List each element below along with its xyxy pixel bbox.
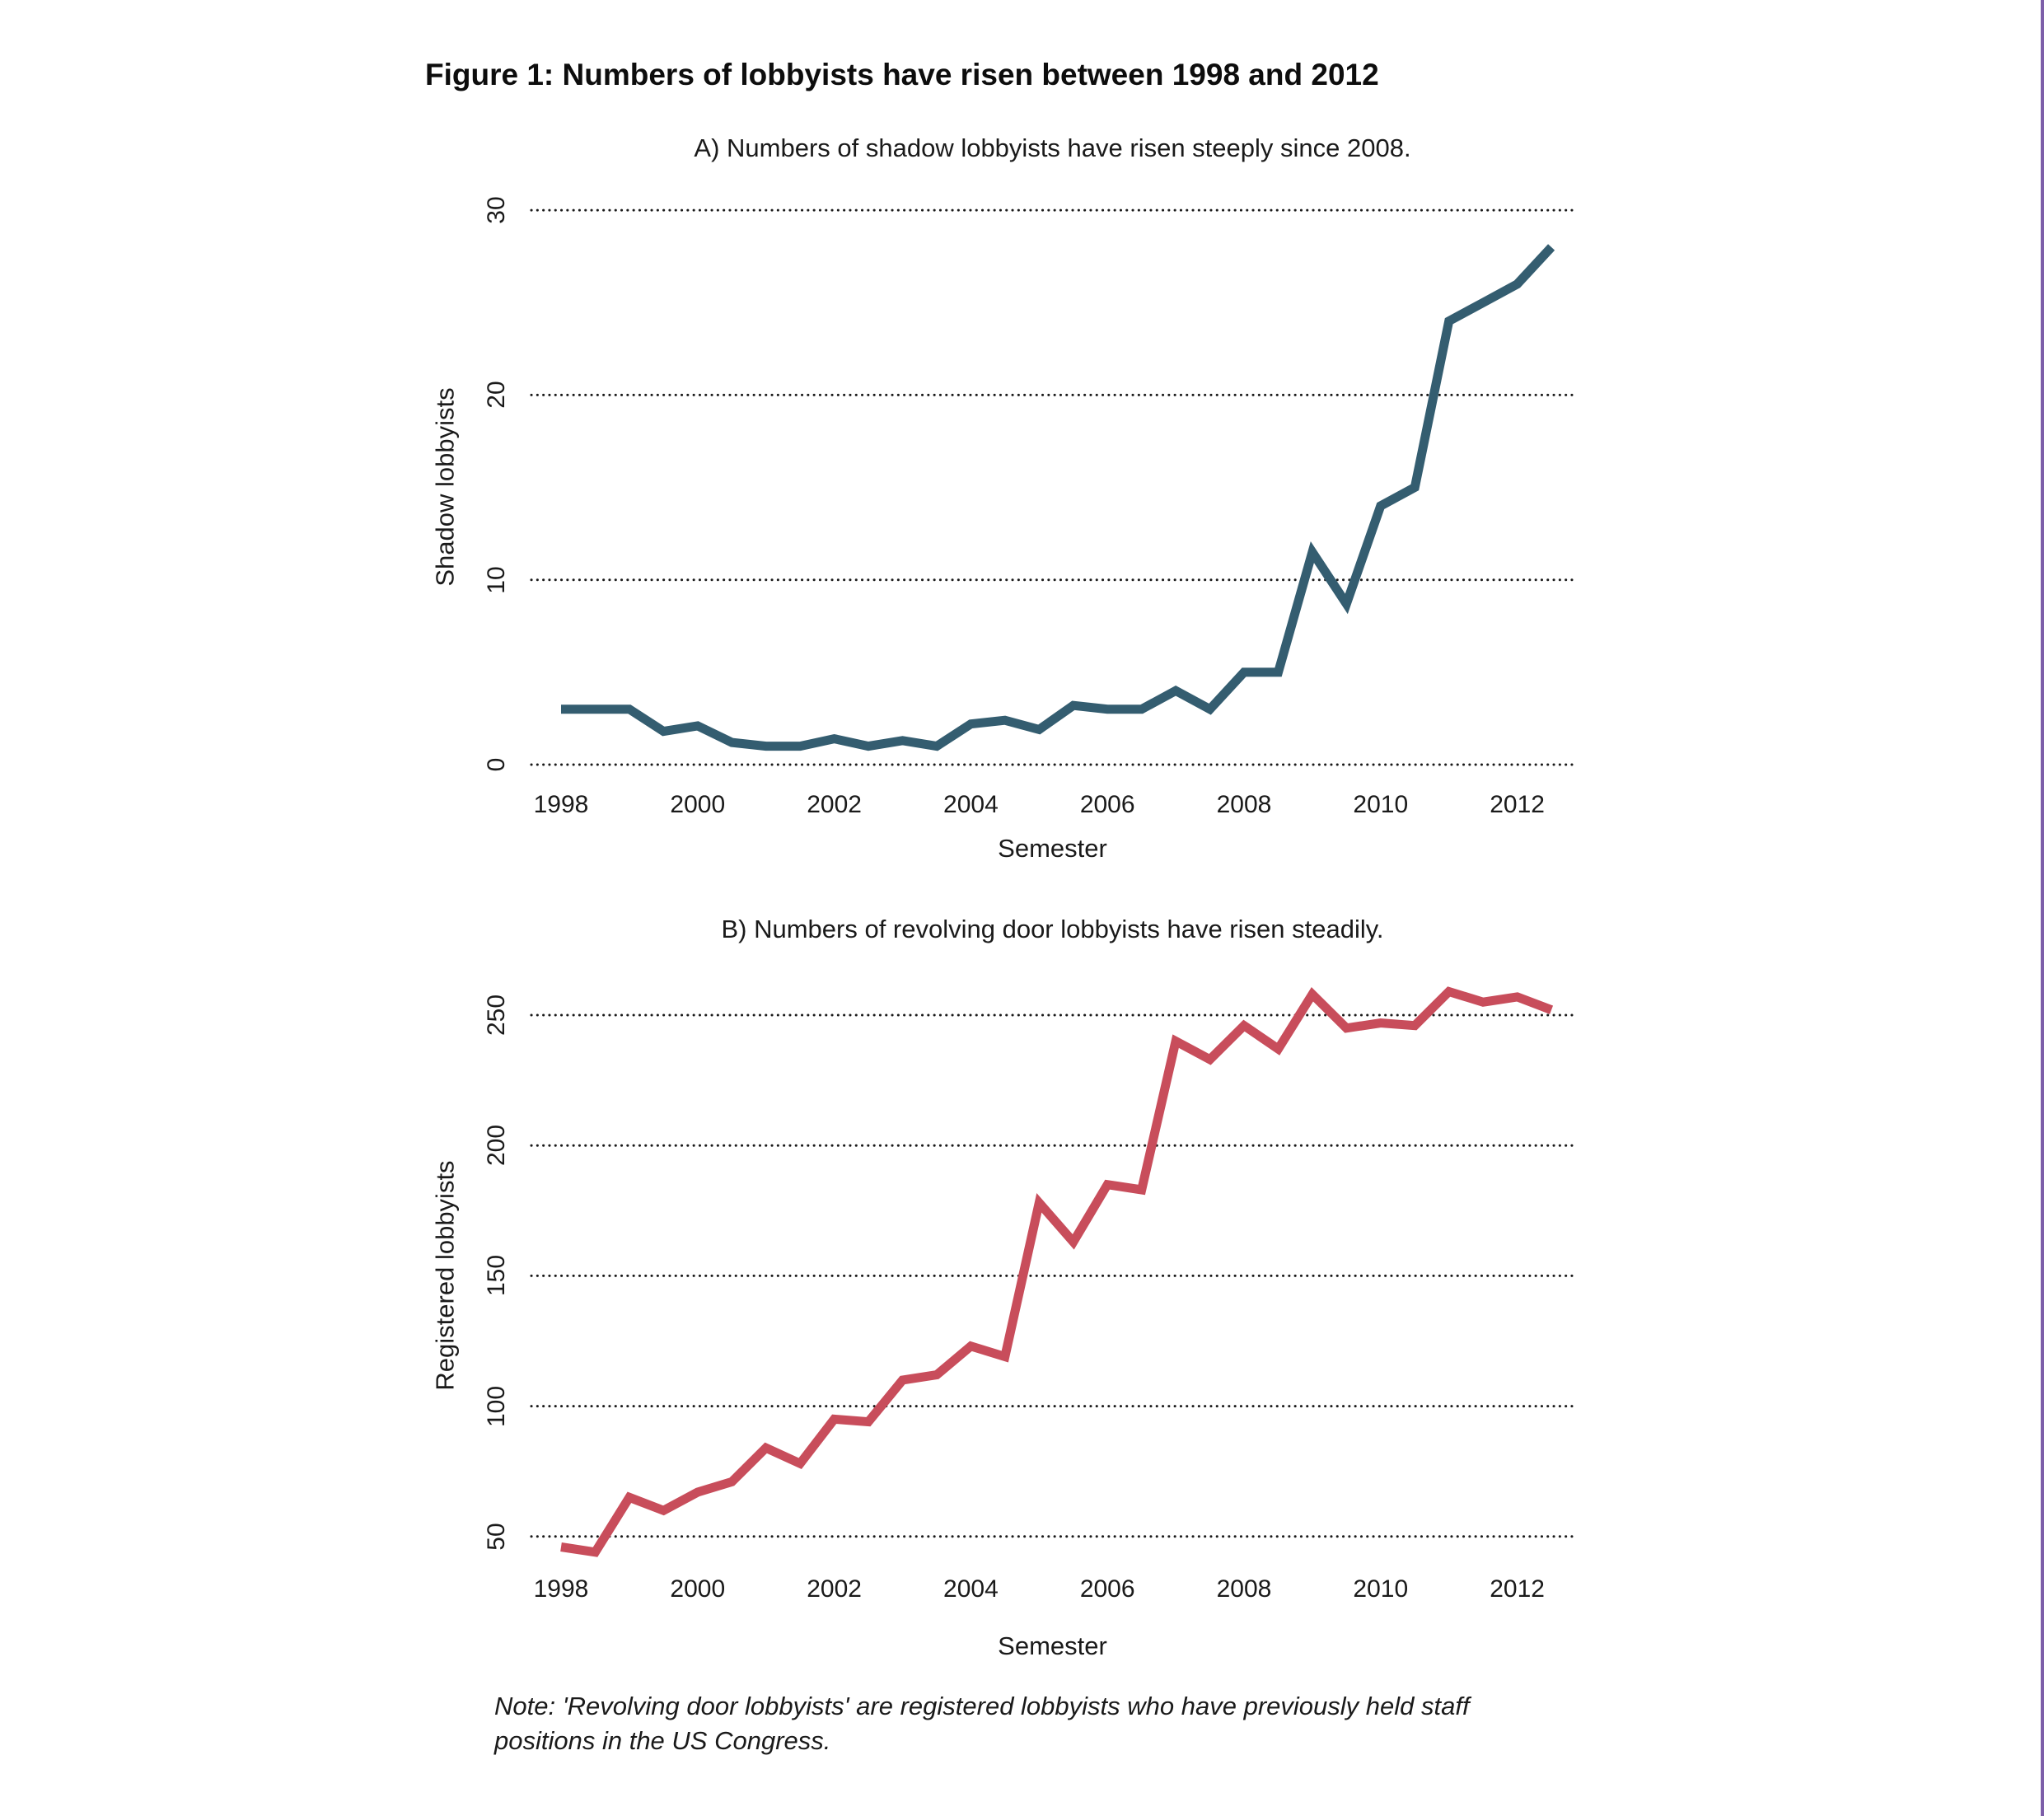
panel-a-ytick-label-20: 20 (483, 381, 510, 410)
shadow-lobbyists-line (561, 244, 1555, 751)
panel-b-ytick-label-250: 250 (483, 994, 510, 1037)
panel-b-xtick-label-1998: 1998 (533, 1575, 589, 1603)
panel-b-ytick-label-200: 200 (483, 1125, 510, 1167)
figure-note-line-1: Note: 'Revolving door lobbyists' are reg… (494, 1692, 1470, 1720)
panel-b-xtick-label-2008: 2008 (1216, 1575, 1272, 1603)
panel-a-xtick-label-2006: 2006 (1079, 791, 1135, 818)
panel-a-xtick-label-2010: 2010 (1353, 791, 1409, 818)
panel-b-xtick-label-2006: 2006 (1079, 1575, 1135, 1603)
panel-b-ytick-label-50: 50 (483, 1523, 510, 1551)
page-right-border (2041, 0, 2044, 1816)
registered-lobbyists-line (560, 986, 1554, 1557)
panel-a-xtick-label-2012: 2012 (1490, 791, 1545, 818)
panel-b-x-axis-title: Semester (998, 1631, 1107, 1660)
panel-a-ytick-label-0: 0 (483, 757, 510, 772)
panel-b-xtick-label-2002: 2002 (807, 1575, 862, 1603)
panel-a-y-axis-title: Shadow lobbyists (430, 387, 460, 587)
panel-a-title: A) Numbers of shadow lobbyists have rise… (694, 133, 1411, 162)
panel-b-xtick-label-2004: 2004 (943, 1575, 999, 1603)
panel-b-title: B) Numbers of revolving door lobbyists h… (721, 915, 1384, 943)
panel-a-xtick-label-2008: 2008 (1216, 791, 1272, 818)
figure-title: Figure 1: Numbers of lobbyists have rise… (425, 58, 1379, 91)
panel-a-ytick-label-10: 10 (483, 566, 510, 594)
panel-a-xtick-label-2004: 2004 (943, 791, 999, 818)
panel-a-xtick-label-2000: 2000 (670, 791, 726, 818)
figure-note-line-2: positions in the US Congress. (494, 1726, 831, 1755)
panel-a-ytick-label-30: 30 (483, 196, 510, 224)
panel-b-xtick-label-2010: 2010 (1353, 1575, 1409, 1603)
panel-b-ytick-label-150: 150 (483, 1255, 510, 1297)
panel-b-xtick-label-2012: 2012 (1490, 1575, 1545, 1603)
figure-note: Note: 'Revolving door lobbyists' are reg… (494, 1689, 1648, 1758)
panel-b-xtick-label-2000: 2000 (670, 1575, 726, 1603)
panel-a-x-axis-title: Semester (998, 834, 1107, 863)
panel-b-ytick-label-100: 100 (483, 1385, 510, 1427)
panel-a-xtick-label-2002: 2002 (807, 791, 862, 818)
panel-b-y-axis-title: Registered lobbyists (430, 1160, 460, 1391)
panel-a-xtick-label-1998: 1998 (533, 791, 589, 818)
